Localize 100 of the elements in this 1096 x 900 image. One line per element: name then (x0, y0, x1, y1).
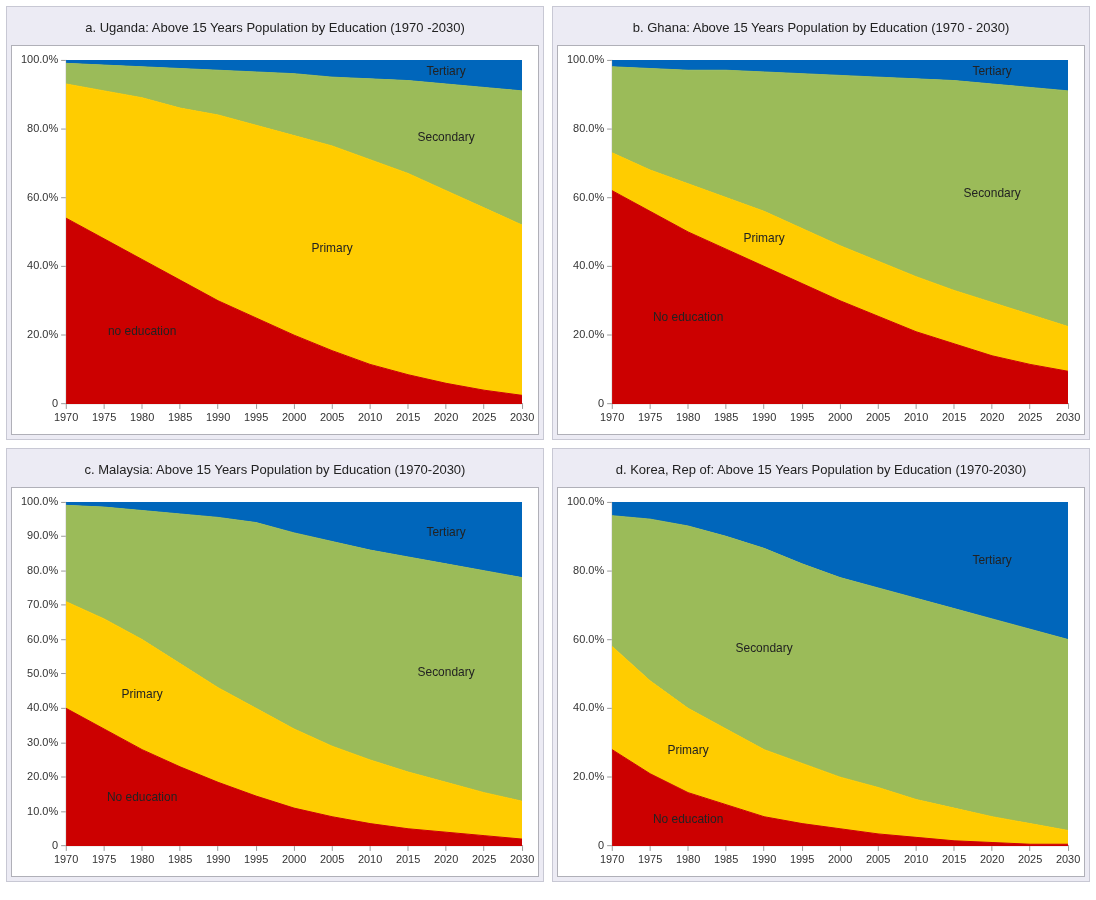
x-tick-label: 1970 (599, 411, 625, 424)
x-tick-label: 2030 (1055, 853, 1081, 866)
x-tick-label: 1980 (129, 411, 155, 424)
x-tick-label: 1990 (205, 411, 231, 424)
x-tick-label: 2010 (357, 411, 383, 424)
x-tick-label: 1985 (167, 853, 193, 866)
y-tick-label: 100.0% (21, 494, 59, 507)
x-tick-label: 1975 (91, 411, 117, 424)
x-tick-label: 2010 (357, 853, 383, 866)
x-tick-label: 2005 (319, 411, 345, 424)
series-label: Primary (743, 231, 785, 246)
y-tick-label: 100.0% (567, 494, 605, 507)
x-tick-label: 2030 (1055, 411, 1081, 424)
y-tick-label: 20.0% (573, 328, 605, 341)
y-tick-label: 40.0% (573, 701, 605, 714)
y-tick-label: 90.0% (27, 529, 59, 542)
x-tick-label: 2020 (979, 853, 1005, 866)
chart-title: b. Ghana: Above 15 Years Population by Education (1970 - 2030) (631, 19, 1011, 37)
series-label: No education (106, 790, 178, 805)
x-tick-label: 2020 (979, 411, 1005, 424)
y-tick-label: 20.0% (573, 770, 605, 783)
y-tick-label: 0 (598, 838, 605, 851)
y-tick-label: 80.0% (27, 563, 59, 576)
x-tick-label: 2000 (281, 411, 307, 424)
x-tick-label: 1995 (243, 853, 269, 866)
x-tick-label: 2025 (471, 411, 497, 424)
x-tick-label: 2010 (903, 853, 929, 866)
x-tick-label: 2005 (865, 411, 891, 424)
x-tick-label: 2025 (471, 853, 497, 866)
y-tick-label: 60.0% (27, 190, 59, 203)
x-tick-label: 2000 (827, 411, 853, 424)
y-tick-label: 80.0% (27, 121, 59, 134)
x-tick-label: 1985 (713, 411, 739, 424)
y-tick-label: 20.0% (27, 328, 59, 341)
chart-title: a. Uganda: Above 15 Years Population by Education (1970 -2030) (84, 19, 466, 37)
series-label: Tertiary (972, 552, 1012, 567)
x-tick-label: 2005 (865, 853, 891, 866)
x-tick-label: 2015 (395, 411, 421, 424)
x-tick-label: 2015 (941, 411, 967, 424)
x-tick-label: 2015 (941, 853, 967, 866)
x-tick-label: 1995 (243, 411, 269, 424)
series-label: Primary (121, 686, 163, 701)
series-label: no education (107, 324, 177, 338)
x-tick-label: 2020 (433, 853, 459, 866)
x-tick-label: 1970 (53, 411, 79, 424)
x-tick-label: 2005 (319, 853, 345, 866)
x-tick-label: 1970 (53, 853, 79, 866)
y-tick-label: 60.0% (573, 632, 605, 645)
series-label: Secondary (417, 665, 475, 680)
x-tick-label: 1985 (713, 853, 739, 866)
y-tick-label: 60.0% (27, 632, 59, 645)
x-tick-label: 2000 (827, 853, 853, 866)
y-tick-label: 100.0% (21, 52, 59, 65)
y-tick-label: 100.0% (567, 52, 605, 65)
series-label: Tertiary (426, 64, 466, 79)
x-tick-label: 1975 (637, 411, 663, 424)
x-tick-label: 1995 (789, 853, 815, 866)
series-label: Secondary (735, 641, 793, 656)
y-tick-label: 30.0% (27, 735, 59, 748)
series-label: No education (652, 811, 724, 826)
x-tick-label: 1985 (167, 411, 193, 424)
x-tick-label: 2030 (509, 853, 535, 866)
chart-title: c. Malaysia: Above 15 Years Population by Education (1970-2030) (83, 461, 467, 479)
x-tick-label: 1970 (599, 853, 625, 866)
series-label: Primary (667, 742, 709, 757)
y-tick-label: 40.0% (573, 259, 605, 272)
x-tick-label: 2000 (281, 853, 307, 866)
x-tick-label: 1990 (205, 853, 231, 866)
chart-title: d. Korea, Rep of: Above 15 Years Population by Education (1970-2030) (614, 461, 1028, 479)
y-tick-label: 80.0% (573, 121, 605, 134)
series-label: Primary (311, 240, 353, 255)
x-tick-label: 1975 (637, 853, 663, 866)
y-tick-label: 40.0% (27, 259, 59, 272)
series-label: Secondary (963, 185, 1021, 200)
series-label: Secondary (417, 129, 475, 144)
y-tick-label: 60.0% (573, 190, 605, 203)
x-tick-label: 1980 (675, 411, 701, 424)
x-tick-label: 2015 (395, 853, 421, 866)
x-tick-label: 1990 (751, 853, 777, 866)
series-label: Tertiary (972, 64, 1012, 79)
x-tick-label: 1980 (129, 853, 155, 866)
y-tick-label: 70.0% (27, 598, 59, 611)
x-tick-label: 1975 (91, 853, 117, 866)
y-tick-label: 0 (598, 396, 605, 409)
x-tick-label: 2020 (433, 411, 459, 424)
y-tick-label: 0 (52, 396, 59, 409)
y-tick-label: 50.0% (27, 666, 59, 679)
series-label: No education (652, 310, 724, 325)
series-label: Tertiary (426, 525, 466, 540)
x-tick-label: 1980 (675, 853, 701, 866)
y-tick-label: 0 (52, 838, 59, 851)
x-tick-label: 2025 (1017, 411, 1043, 424)
y-tick-label: 10.0% (27, 804, 59, 817)
y-tick-label: 40.0% (27, 701, 59, 714)
x-tick-label: 2025 (1017, 853, 1043, 866)
x-tick-label: 2030 (509, 411, 535, 424)
x-tick-label: 2010 (903, 411, 929, 424)
x-tick-label: 1995 (789, 411, 815, 424)
y-tick-label: 20.0% (27, 770, 59, 783)
y-tick-label: 80.0% (573, 563, 605, 576)
